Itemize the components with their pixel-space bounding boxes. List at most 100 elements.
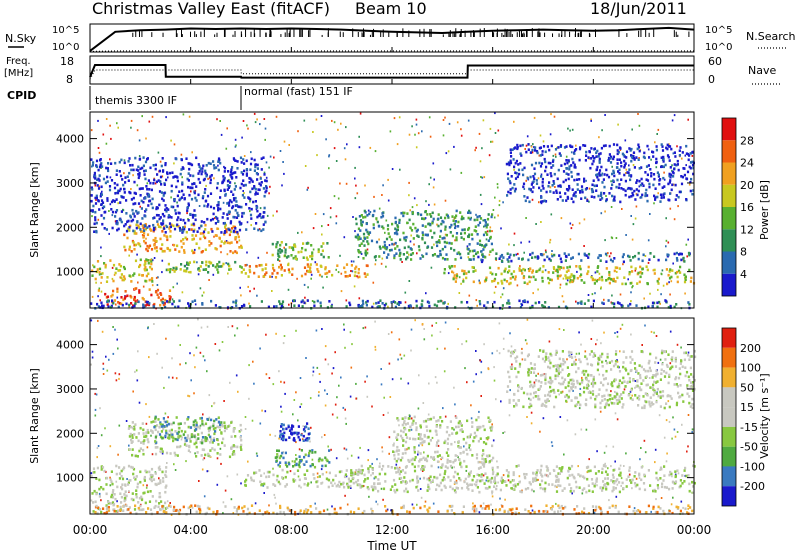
heatmap-cell	[675, 198, 677, 201]
heatmap-cell	[285, 243, 287, 246]
heatmap-noise-cell	[433, 503, 435, 505]
heatmap-cell	[249, 265, 251, 268]
heatmap-cell	[124, 249, 126, 252]
heatmap-cell	[387, 228, 389, 231]
heatmap-cell	[167, 247, 169, 250]
heatmap-cell	[476, 219, 478, 222]
heatmap-noise-cell	[457, 328, 459, 330]
heatmap-cell	[276, 453, 278, 456]
heatmap-noise-cell	[154, 257, 156, 259]
heatmap-noise-cell	[678, 472, 680, 474]
heatmap-cell	[137, 211, 139, 214]
heatmap-noise-cell	[185, 460, 187, 462]
heatmap-cell	[176, 176, 178, 179]
heatmap-noise-cell	[101, 191, 103, 193]
heatmap-noise-cell	[147, 182, 149, 184]
heatmap-cell	[632, 256, 634, 259]
heatmap-noise-cell	[563, 278, 565, 280]
heatmap-noise-cell	[424, 338, 426, 340]
heatmap-cell	[601, 471, 603, 474]
heatmap-noise-cell	[211, 405, 213, 407]
heatmap-cell	[371, 485, 373, 488]
heatmap-cell	[544, 301, 546, 304]
heatmap-cell	[551, 483, 553, 486]
heatmap-noise-cell	[323, 213, 325, 215]
heatmap-cell	[320, 253, 322, 256]
heatmap-noise-cell	[585, 180, 587, 182]
heatmap-cell	[168, 214, 170, 217]
heatmap-cell	[295, 458, 297, 461]
heatmap-cell	[116, 486, 118, 489]
heatmap-cell	[579, 159, 581, 162]
heatmap-cell	[396, 245, 398, 248]
heatmap-noise-cell	[266, 161, 268, 163]
heatmap-cell	[609, 145, 611, 148]
heatmap-cell	[514, 278, 516, 281]
heatmap-cell	[180, 173, 182, 176]
heatmap-cell	[208, 265, 210, 268]
heatmap-cell	[533, 180, 535, 183]
heatmap-cell	[168, 434, 170, 437]
heatmap-cell	[197, 433, 199, 436]
heatmap-noise-cell	[533, 490, 535, 492]
heatmap-cell	[139, 168, 141, 171]
heatmap-cell	[301, 275, 303, 278]
heatmap-cell	[222, 175, 224, 178]
heatmap-noise-cell	[444, 370, 446, 372]
heatmap-cell	[249, 181, 251, 184]
heatmap-noise-cell	[433, 162, 435, 164]
heatmap-cell	[148, 225, 150, 228]
heatmap-cell	[254, 159, 256, 162]
heatmap-cell	[188, 305, 190, 308]
heatmap-cell	[252, 180, 254, 183]
heatmap-cell	[112, 489, 114, 492]
heatmap-cell	[540, 196, 542, 199]
heatmap-cell	[672, 171, 674, 174]
heatmap-cell	[640, 276, 642, 279]
heatmap-cell	[193, 209, 195, 212]
heatmap-noise-cell	[604, 452, 606, 454]
heatmap-cell	[128, 465, 130, 468]
heatmap-noise-cell	[404, 355, 406, 357]
heatmap-cell	[198, 163, 200, 166]
heatmap-cell	[328, 300, 330, 303]
heatmap-cell	[249, 168, 251, 171]
heatmap-cell	[266, 187, 268, 190]
heatmap-noise-cell	[660, 359, 662, 361]
heatmap-cell	[676, 252, 678, 255]
heatmap-noise-cell	[91, 319, 93, 321]
heatmap-noise-cell	[445, 200, 447, 202]
heatmap-cell	[92, 501, 94, 504]
heatmap-noise-cell	[661, 273, 663, 275]
heatmap-noise-cell	[247, 286, 249, 288]
heatmap-cell	[613, 257, 615, 260]
heatmap-cell	[128, 226, 130, 229]
colorbar-swatch	[722, 274, 736, 296]
heatmap-cell	[613, 143, 615, 146]
heatmap-cell	[166, 300, 168, 303]
heatmap-noise-cell	[649, 293, 651, 295]
heatmap-noise-cell	[312, 459, 314, 461]
heatmap-noise-cell	[178, 325, 180, 327]
heatmap-cell	[168, 437, 170, 440]
heatmap-cell	[251, 188, 253, 191]
heatmap-cell	[235, 200, 237, 203]
heatmap-cell	[564, 192, 566, 195]
heatmap-noise-cell	[146, 487, 148, 489]
heatmap-cell	[147, 431, 149, 434]
heatmap-cell	[591, 195, 593, 198]
heatmap-cell	[400, 212, 402, 215]
heatmap-cell	[578, 178, 580, 181]
heatmap-noise-cell	[145, 403, 147, 405]
heatmap-cell	[161, 448, 163, 451]
heatmap-cell	[138, 243, 140, 246]
heatmap-cell	[495, 257, 497, 260]
heatmap-cell	[629, 179, 631, 182]
heatmap-cell	[298, 485, 300, 488]
heatmap-cell	[318, 251, 320, 254]
heatmap-cell	[282, 428, 284, 431]
heatmap-noise-cell	[457, 121, 459, 123]
heatmap-cell	[419, 257, 421, 260]
heatmap-cell	[592, 279, 594, 282]
heatmap-cell	[311, 251, 313, 254]
